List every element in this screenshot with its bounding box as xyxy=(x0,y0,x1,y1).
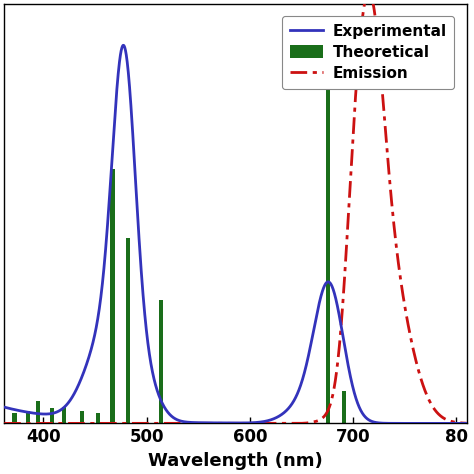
Bar xyxy=(26,411,30,423)
Bar xyxy=(62,407,66,423)
Bar xyxy=(110,169,115,423)
Bar xyxy=(342,391,346,423)
Bar xyxy=(80,411,83,423)
X-axis label: Wavelength (nm): Wavelength (nm) xyxy=(148,452,323,470)
Bar xyxy=(326,25,330,423)
Bar xyxy=(126,238,130,423)
Bar xyxy=(12,413,17,423)
Bar xyxy=(50,408,54,423)
Legend: Experimental, Theoretical, Emission: Experimental, Theoretical, Emission xyxy=(282,16,454,89)
Bar xyxy=(36,401,40,423)
Bar xyxy=(96,413,100,423)
Bar xyxy=(159,300,163,423)
